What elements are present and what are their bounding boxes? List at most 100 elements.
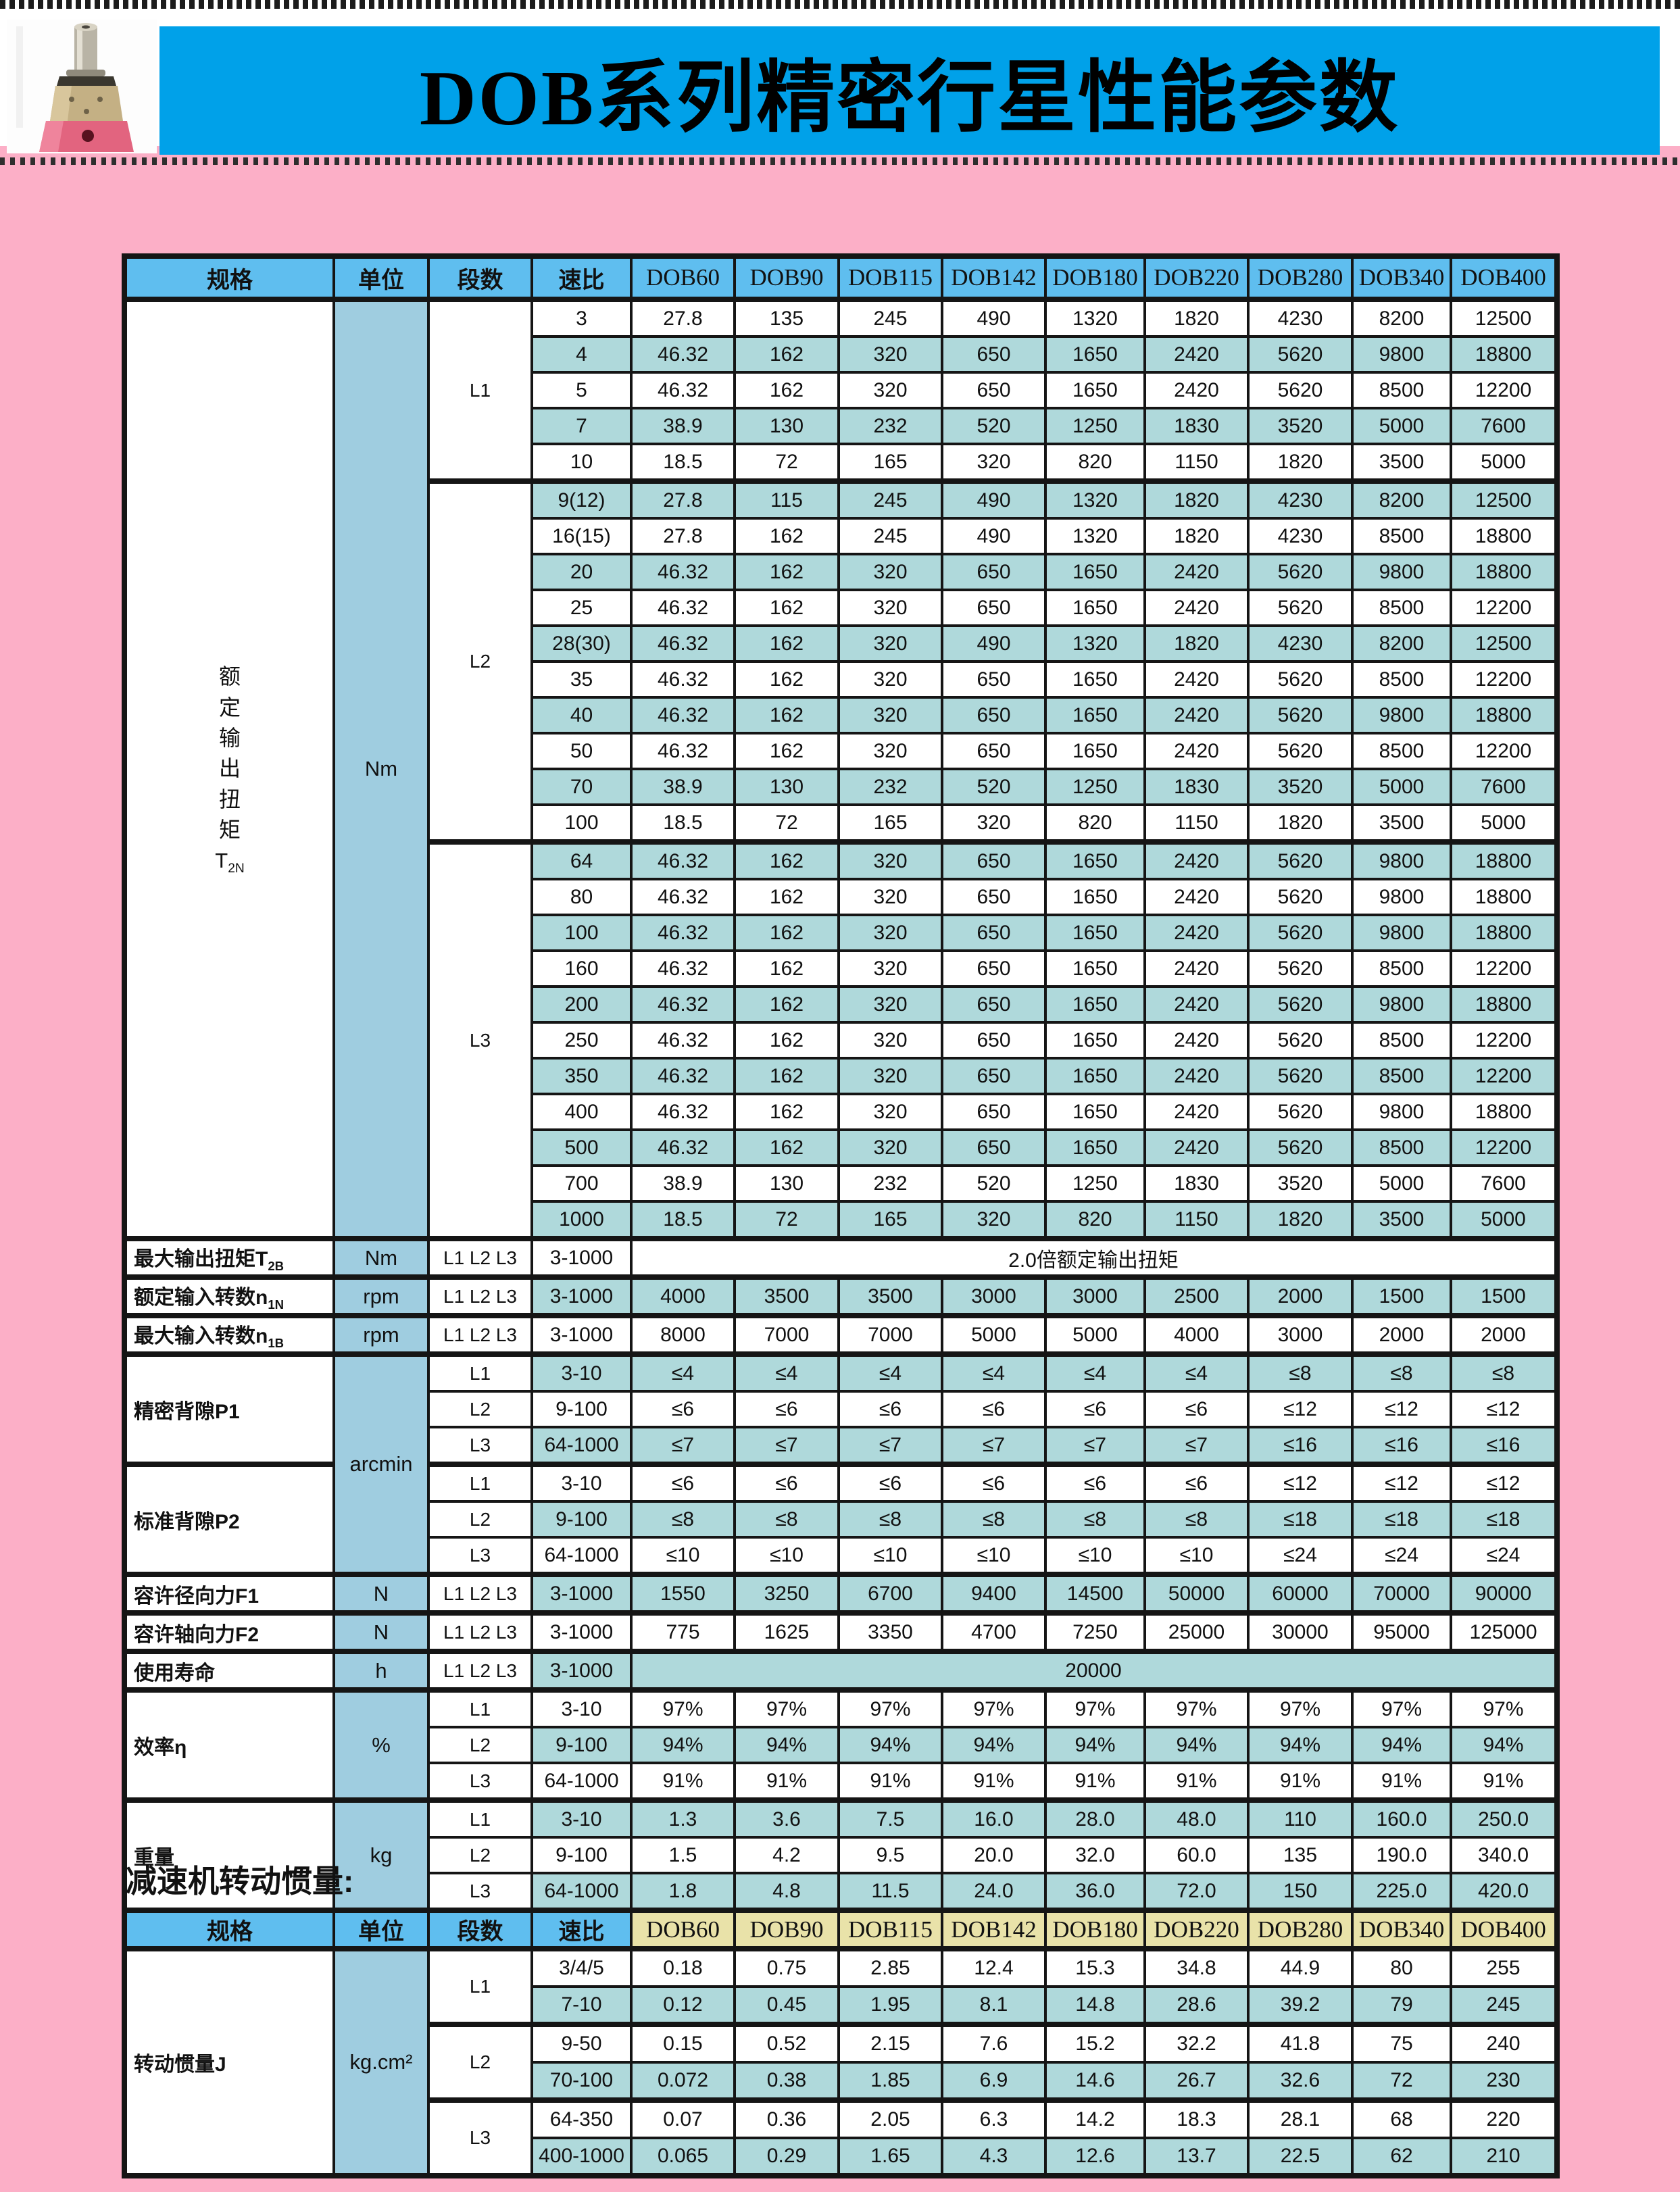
- stage-label: L2: [427, 2022, 533, 2101]
- value-cell: ≤24: [1247, 1536, 1354, 1576]
- value-cell: 8500: [1351, 1057, 1452, 1095]
- value-cell: ≤4: [1143, 1351, 1250, 1393]
- ratio-cell: 200: [530, 985, 633, 1024]
- value-cell: 1.3: [630, 1797, 736, 1839]
- value-cell: 44.9: [1247, 1947, 1354, 1988]
- spec-label: 容许轴向力F2: [123, 1610, 335, 1653]
- ratio-cell: 64-1000: [530, 1536, 633, 1576]
- value-cell: 1650: [1044, 696, 1146, 734]
- value-cell: 8000: [630, 1313, 736, 1355]
- value-cell: 1650: [1044, 589, 1146, 627]
- value-cell: ≤18: [1450, 1500, 1558, 1539]
- value-cell: 8500: [1351, 949, 1452, 988]
- value-cell: ≤16: [1351, 1426, 1452, 1466]
- model-header: DOB60: [630, 1909, 736, 1951]
- stage-label: L3: [427, 2097, 533, 2177]
- value-cell: 320: [837, 589, 943, 627]
- value-cell: 240: [1450, 2022, 1558, 2064]
- value-cell: 25000: [1143, 1610, 1250, 1653]
- span-value-cell: 2.0倍额定输出扭矩: [630, 1236, 1558, 1278]
- value-cell: 2420: [1143, 1093, 1250, 1131]
- value-cell: 490: [941, 624, 1047, 663]
- value-cell: 650: [941, 1057, 1047, 1095]
- value-cell: 320: [837, 914, 943, 952]
- value-cell: 9800: [1351, 553, 1452, 591]
- unit-label: rpm: [332, 1274, 430, 1317]
- value-cell: 775: [630, 1610, 736, 1653]
- column-header: 速比: [530, 1909, 633, 1951]
- ratio-cell: 7-10: [530, 1985, 633, 2026]
- value-cell: 46.32: [630, 589, 736, 627]
- column-header: 单位: [332, 1909, 430, 1951]
- model-header: DOB115: [837, 255, 943, 302]
- ratio-cell: 100: [530, 914, 633, 952]
- column-header: 单位: [332, 255, 430, 302]
- value-cell: 60.0: [1143, 1836, 1250, 1874]
- value-cell: 162: [733, 589, 840, 627]
- value-cell: 320: [941, 443, 1047, 482]
- spec-label: 重量: [123, 1797, 335, 1912]
- value-cell: 162: [733, 660, 840, 699]
- value-cell: 1500: [1351, 1274, 1452, 1317]
- value-cell: 245: [837, 517, 943, 555]
- value-cell: 1650: [1044, 878, 1146, 916]
- value-cell: ≤8: [1247, 1351, 1354, 1393]
- value-cell: 2420: [1143, 589, 1250, 627]
- value-cell: ≤8: [733, 1500, 840, 1539]
- model-header: DOB180: [1044, 1909, 1146, 1951]
- value-cell: 4.8: [733, 1872, 840, 1912]
- spec-label-vertical: 额定输出扭矩 T2N: [123, 298, 335, 1240]
- ratio-cell: 9-100: [530, 1390, 633, 1428]
- spec-label: 额定输入转数n1N: [123, 1274, 335, 1317]
- value-cell: 162: [733, 732, 840, 770]
- ratio-cell: 1000: [530, 1200, 633, 1240]
- value-cell: 5620: [1247, 335, 1354, 374]
- value-cell: 97%: [1450, 1687, 1558, 1728]
- value-cell: 320: [837, 371, 943, 409]
- value-cell: 520: [941, 407, 1047, 445]
- value-cell: 5000: [1351, 407, 1452, 445]
- unit-label: kg.cm²: [332, 1947, 430, 2177]
- dotted-separator: [0, 157, 1680, 165]
- value-cell: 162: [733, 878, 840, 916]
- value-cell: 46.32: [630, 914, 736, 952]
- value-cell: 320: [837, 839, 943, 880]
- value-cell: 28.0: [1044, 1797, 1146, 1839]
- value-cell: 0.07: [630, 2097, 736, 2139]
- ratio-cell: 3-1000: [530, 1313, 633, 1355]
- value-cell: 1650: [1044, 1128, 1146, 1167]
- value-cell: 94%: [837, 1726, 943, 1764]
- column-header: 段数: [427, 1909, 533, 1951]
- value-cell: 650: [941, 589, 1047, 627]
- value-cell: 5000: [941, 1313, 1047, 1355]
- ratio-cell: 3-10: [530, 1687, 633, 1728]
- value-cell: 5620: [1247, 878, 1354, 916]
- stage-label: L1: [427, 298, 533, 482]
- value-cell: 8.1: [941, 1985, 1047, 2026]
- value-cell: 5620: [1247, 1128, 1354, 1167]
- value-cell: 1550: [630, 1572, 736, 1614]
- value-cell: 4.2: [733, 1836, 840, 1874]
- value-cell: 1.65: [837, 2137, 943, 2177]
- value-cell: 0.15: [630, 2022, 736, 2064]
- value-cell: 94%: [1450, 1726, 1558, 1764]
- value-cell: ≤12: [1351, 1390, 1452, 1428]
- ratio-cell: 9-100: [530, 1836, 633, 1874]
- value-cell: 320: [837, 1021, 943, 1060]
- value-cell: 75: [1351, 2022, 1452, 2064]
- ratio-cell: 64-1000: [530, 1426, 633, 1466]
- stage-label: L1 L2 L3: [427, 1610, 533, 1653]
- value-cell: 1650: [1044, 371, 1146, 409]
- header-band: DOB系列精密行星性能参数: [0, 9, 1680, 155]
- value-cell: 162: [733, 914, 840, 952]
- ratio-cell: 5: [530, 371, 633, 409]
- value-cell: 91%: [1450, 1762, 1558, 1801]
- stage-label: L3: [427, 839, 533, 1240]
- unit-label: rpm: [332, 1313, 430, 1355]
- value-cell: 4230: [1247, 298, 1354, 338]
- value-cell: 9800: [1351, 878, 1452, 916]
- stage-label: L2: [427, 1726, 533, 1764]
- spec-label: 效率η: [123, 1687, 335, 1801]
- value-cell: 320: [941, 803, 1047, 843]
- value-cell: 115: [733, 478, 840, 520]
